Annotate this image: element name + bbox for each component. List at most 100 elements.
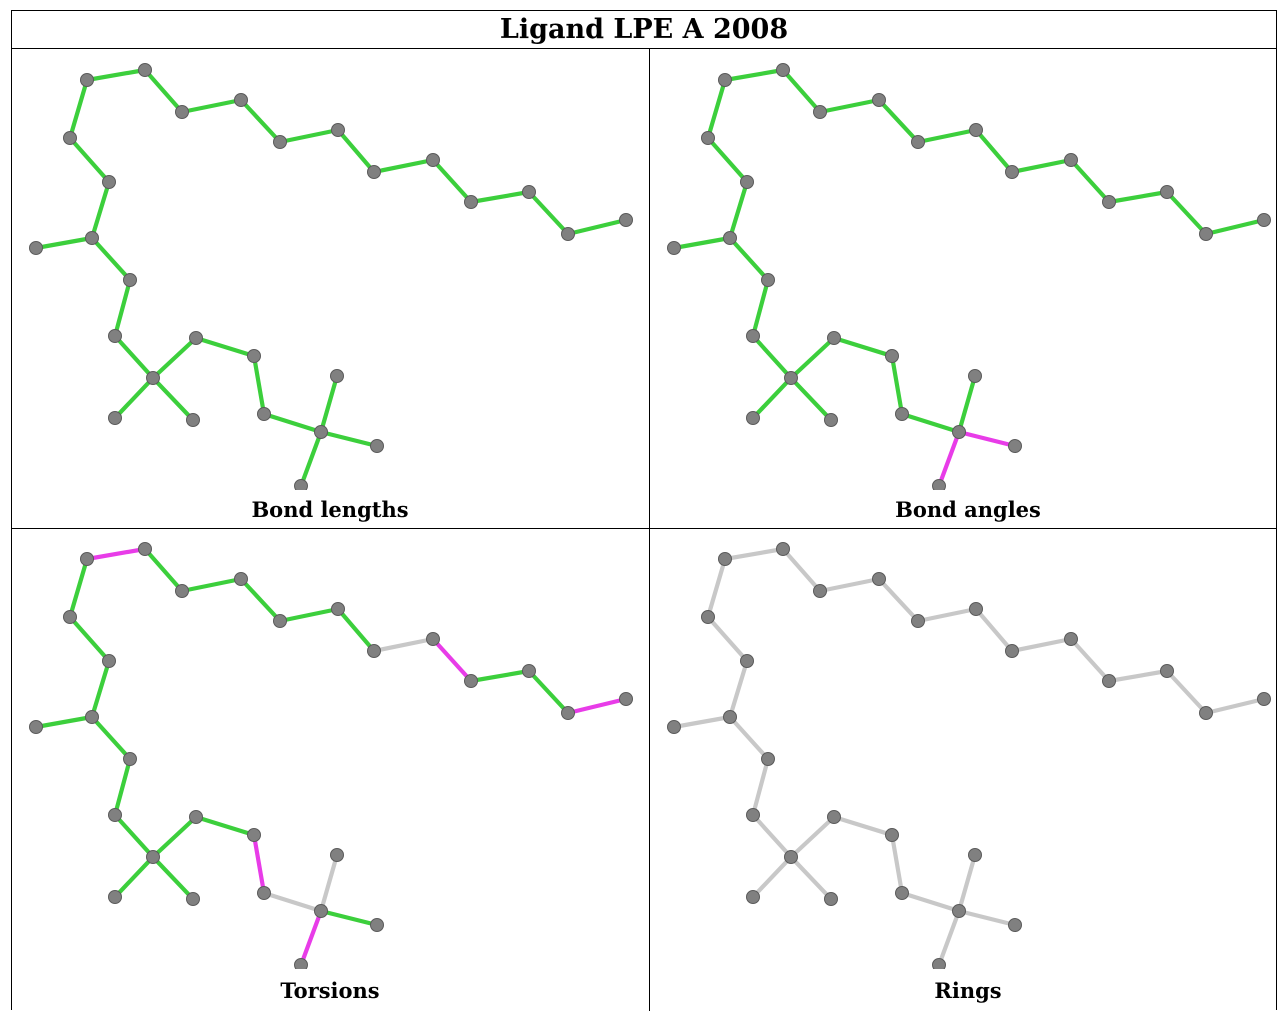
atom xyxy=(718,73,732,87)
bond xyxy=(1068,157,1112,205)
bond xyxy=(179,97,244,115)
atom xyxy=(968,369,982,383)
bond xyxy=(889,353,905,417)
panel-caption: Bond lengths xyxy=(251,497,409,522)
atom xyxy=(1064,632,1078,646)
bond xyxy=(318,852,340,914)
bond xyxy=(831,335,895,359)
atom xyxy=(813,584,827,598)
bond xyxy=(899,411,962,435)
atom xyxy=(619,692,633,706)
atom xyxy=(29,720,43,734)
atom xyxy=(186,413,200,427)
bond xyxy=(956,908,1018,928)
atom xyxy=(1005,644,1019,658)
bond xyxy=(277,127,341,145)
bond xyxy=(1164,668,1209,716)
atom xyxy=(761,752,775,766)
atom xyxy=(314,904,328,918)
panel-bond-lengths: Bond lengths xyxy=(12,50,648,528)
bond xyxy=(150,854,196,902)
atom xyxy=(1257,692,1271,706)
bond xyxy=(142,67,185,115)
atom xyxy=(872,572,886,586)
atom xyxy=(108,329,122,343)
atom xyxy=(63,131,77,145)
bond xyxy=(889,832,905,896)
atom xyxy=(1257,213,1271,227)
atom xyxy=(1005,165,1019,179)
atom xyxy=(784,850,798,864)
atom xyxy=(257,886,271,900)
bond xyxy=(526,189,571,237)
bond xyxy=(727,179,750,241)
figure-frame: Ligand LPE A 2008 Bond lengths Bond angl… xyxy=(11,10,1277,1011)
atom xyxy=(827,331,841,345)
atom xyxy=(175,584,189,598)
bond xyxy=(251,832,267,896)
bond xyxy=(788,854,834,902)
atom xyxy=(813,105,827,119)
bond xyxy=(780,67,823,115)
panel-caption: Torsions xyxy=(280,978,380,1003)
bond xyxy=(956,852,978,914)
atom xyxy=(189,810,203,824)
bond xyxy=(89,235,133,283)
atom xyxy=(895,886,909,900)
atom xyxy=(872,93,886,107)
atom xyxy=(932,479,946,490)
atom xyxy=(1102,674,1116,688)
atom xyxy=(331,123,345,137)
atom xyxy=(367,165,381,179)
atom xyxy=(740,175,754,189)
bond xyxy=(526,668,571,716)
atom xyxy=(667,241,681,255)
atom xyxy=(723,710,737,724)
bond xyxy=(936,429,962,489)
bond xyxy=(67,614,112,664)
bond xyxy=(1009,157,1074,175)
atom xyxy=(247,828,261,842)
bond xyxy=(371,636,436,654)
bond xyxy=(67,135,112,185)
bond xyxy=(318,373,340,435)
atom xyxy=(522,185,536,199)
bond xyxy=(956,373,978,435)
bond xyxy=(722,67,786,83)
atom xyxy=(234,572,248,586)
bond xyxy=(84,67,148,83)
bond xyxy=(193,814,257,838)
bond xyxy=(179,576,244,594)
atom xyxy=(426,632,440,646)
bond xyxy=(112,854,156,900)
atom xyxy=(885,828,899,842)
atom xyxy=(667,720,681,734)
bond xyxy=(1009,636,1074,654)
atom xyxy=(824,413,838,427)
bond xyxy=(371,157,436,175)
atom xyxy=(314,425,328,439)
atom xyxy=(85,710,99,724)
bond xyxy=(89,179,112,241)
bond xyxy=(936,908,962,968)
atom xyxy=(701,131,715,145)
bond xyxy=(33,714,95,730)
bond xyxy=(817,97,882,115)
bond xyxy=(112,333,156,381)
atom xyxy=(718,552,732,566)
bond xyxy=(1068,636,1112,684)
bond xyxy=(899,890,962,914)
bond xyxy=(750,854,794,900)
bond xyxy=(251,353,267,417)
bond xyxy=(788,375,834,423)
atom xyxy=(723,231,737,245)
atom xyxy=(619,213,633,227)
atom xyxy=(426,153,440,167)
atom xyxy=(885,349,899,363)
grid-divider-horizontal xyxy=(12,528,1276,529)
bond xyxy=(238,576,283,624)
atom xyxy=(330,369,344,383)
atom xyxy=(952,425,966,439)
atom xyxy=(367,644,381,658)
molecule-diagram xyxy=(29,63,633,490)
